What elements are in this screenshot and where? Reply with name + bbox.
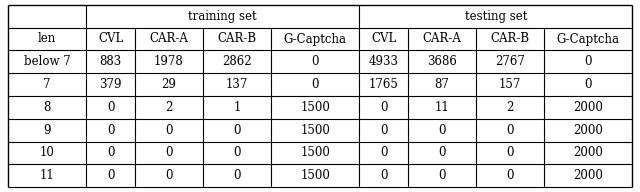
Text: G-Captcha: G-Captcha [284, 32, 347, 46]
Text: 8: 8 [44, 101, 51, 114]
Text: CAR-B: CAR-B [218, 32, 257, 46]
Text: 11: 11 [40, 169, 54, 182]
Text: 0: 0 [506, 169, 514, 182]
Text: 2862: 2862 [223, 55, 252, 68]
Text: 0: 0 [506, 124, 514, 137]
Text: 0: 0 [165, 169, 173, 182]
Text: 0: 0 [107, 146, 115, 160]
Text: CAR-A: CAR-A [150, 32, 188, 46]
Text: 0: 0 [438, 146, 446, 160]
Text: 883: 883 [99, 55, 122, 68]
Text: 2767: 2767 [495, 55, 525, 68]
Text: 7: 7 [43, 78, 51, 91]
Text: 1765: 1765 [369, 78, 399, 91]
Text: 2: 2 [165, 101, 173, 114]
Text: 0: 0 [380, 101, 387, 114]
Text: len: len [38, 32, 56, 46]
Text: 0: 0 [380, 146, 387, 160]
Text: 1978: 1978 [154, 55, 184, 68]
Text: 1500: 1500 [300, 169, 330, 182]
Text: 3686: 3686 [427, 55, 457, 68]
Text: 1500: 1500 [300, 146, 330, 160]
Text: 0: 0 [312, 55, 319, 68]
Text: 29: 29 [161, 78, 177, 91]
Text: 0: 0 [234, 124, 241, 137]
Text: 0: 0 [107, 124, 115, 137]
Text: CAR-B: CAR-B [491, 32, 530, 46]
Text: 1: 1 [234, 101, 241, 114]
Text: 0: 0 [438, 169, 446, 182]
Text: 137: 137 [226, 78, 248, 91]
Text: 0: 0 [380, 124, 387, 137]
Text: 0: 0 [584, 55, 592, 68]
Text: 1500: 1500 [300, 124, 330, 137]
Text: CAR-A: CAR-A [422, 32, 461, 46]
Text: 0: 0 [584, 78, 592, 91]
Text: 0: 0 [234, 169, 241, 182]
Text: CVL: CVL [371, 32, 396, 46]
Text: 0: 0 [380, 169, 387, 182]
Text: 2000: 2000 [573, 101, 604, 114]
Text: 9: 9 [43, 124, 51, 137]
Text: 2000: 2000 [573, 124, 604, 137]
Text: 0: 0 [107, 101, 115, 114]
Text: below 7: below 7 [24, 55, 70, 68]
Text: 0: 0 [438, 124, 446, 137]
Text: 0: 0 [234, 146, 241, 160]
Text: 2000: 2000 [573, 169, 604, 182]
Text: 87: 87 [435, 78, 449, 91]
Text: 2000: 2000 [573, 146, 604, 160]
Text: 1500: 1500 [300, 101, 330, 114]
Text: 0: 0 [312, 78, 319, 91]
Text: 2: 2 [507, 101, 514, 114]
Text: 10: 10 [40, 146, 54, 160]
Text: 157: 157 [499, 78, 522, 91]
Text: 4933: 4933 [369, 55, 399, 68]
Text: CVL: CVL [98, 32, 123, 46]
Text: 11: 11 [435, 101, 449, 114]
Text: G-Captcha: G-Captcha [557, 32, 620, 46]
Text: 0: 0 [165, 124, 173, 137]
Text: 0: 0 [165, 146, 173, 160]
Text: testing set: testing set [465, 10, 527, 23]
Text: 0: 0 [506, 146, 514, 160]
Text: 379: 379 [99, 78, 122, 91]
Text: 0: 0 [107, 169, 115, 182]
Text: training set: training set [188, 10, 257, 23]
